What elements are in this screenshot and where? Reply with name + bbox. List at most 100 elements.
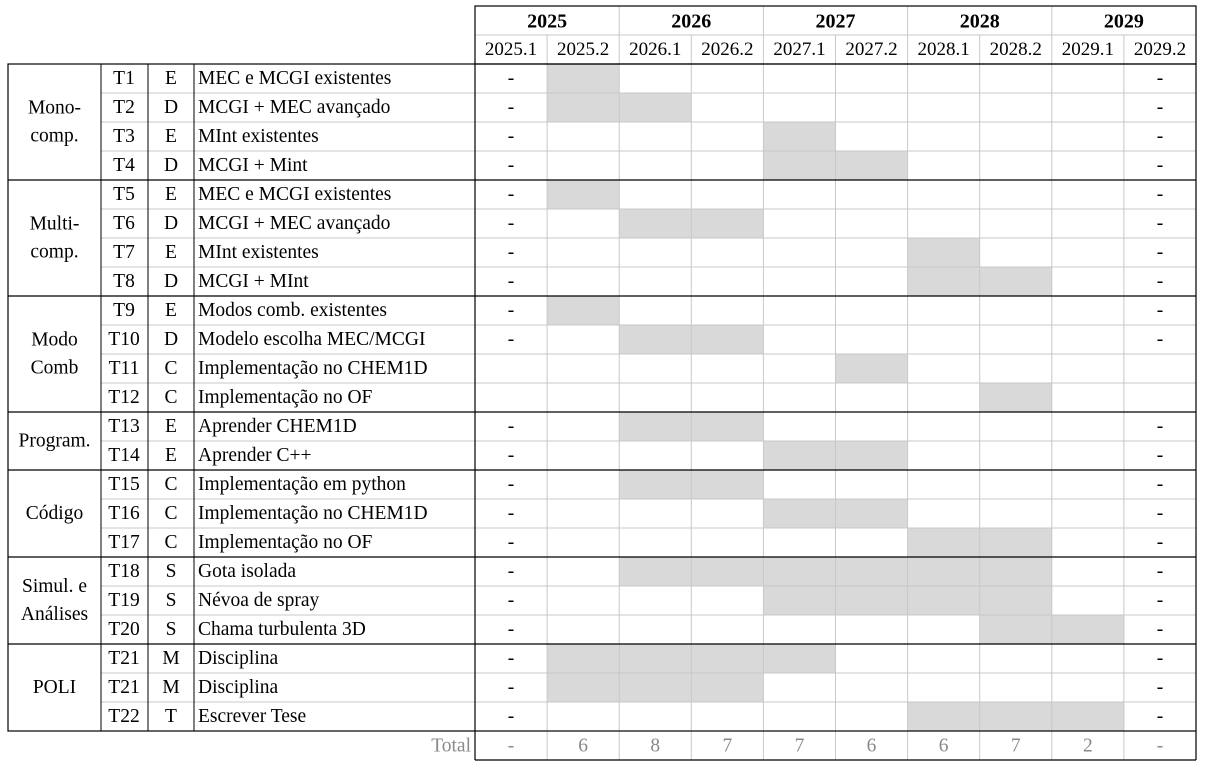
- task-id: T13: [108, 416, 139, 437]
- task-id: T9: [113, 300, 135, 321]
- task-name: MCGI + MEC avançado: [198, 97, 390, 118]
- task-name: Gota isolada: [198, 561, 296, 582]
- active-cell: [979, 586, 1052, 615]
- task-name: Implementação no CHEM1D: [198, 358, 428, 379]
- task-id: T8: [113, 271, 135, 292]
- task-id: T21: [108, 648, 139, 669]
- task-id: T5: [113, 184, 135, 205]
- last-semester-mark: -: [1157, 648, 1164, 669]
- active-cell: [619, 412, 692, 441]
- last-semester-mark: -: [1157, 271, 1164, 292]
- task-type: D: [164, 97, 178, 118]
- task-type: S: [166, 619, 177, 640]
- total-value: 6: [867, 736, 877, 757]
- active-cell: [619, 470, 692, 499]
- active-cell: [835, 354, 908, 383]
- task-name: Escrever Tese: [198, 706, 306, 727]
- task-type: E: [165, 416, 177, 437]
- task-type: M: [162, 677, 179, 698]
- task-name: MCGI + MInt: [198, 271, 309, 292]
- task-name: Disciplina: [198, 648, 278, 669]
- task-id: T11: [109, 358, 140, 379]
- task-type: T: [165, 706, 177, 727]
- task-name: Modelo escolha MEC/MCGI: [198, 329, 425, 350]
- task-id: T21: [108, 677, 139, 698]
- first-semester-mark: -: [508, 590, 515, 611]
- total-value: 7: [795, 736, 805, 757]
- last-semester-mark: -: [1157, 445, 1164, 466]
- last-semester-mark: -: [1157, 213, 1164, 234]
- active-cell: [763, 644, 836, 673]
- active-cell: [979, 615, 1052, 644]
- total-value: 7: [1011, 736, 1021, 757]
- total-value: -: [508, 736, 515, 757]
- active-cell: [763, 441, 836, 470]
- task-type: C: [164, 474, 177, 495]
- active-cell: [835, 499, 908, 528]
- active-cell: [547, 673, 620, 702]
- task-type: D: [164, 329, 178, 350]
- first-semester-mark: -: [508, 445, 515, 466]
- active-cell: [979, 557, 1052, 586]
- task-id: T18: [108, 561, 139, 582]
- first-semester-mark: -: [508, 184, 515, 205]
- first-semester-mark: -: [508, 619, 515, 640]
- task-type: M: [162, 648, 179, 669]
- semester-label: 2025.2: [557, 39, 609, 60]
- active-cell: [619, 673, 692, 702]
- last-semester-mark: -: [1157, 300, 1164, 321]
- task-id: T22: [108, 706, 139, 727]
- active-cell: [547, 64, 620, 93]
- active-cell: [691, 644, 764, 673]
- first-semester-mark: -: [508, 416, 515, 437]
- task-name: Névoa de spray: [198, 590, 320, 611]
- task-type: E: [165, 300, 177, 321]
- active-cell: [1051, 702, 1124, 731]
- task-id: T17: [108, 532, 140, 553]
- task-id: T14: [108, 445, 140, 466]
- last-semester-mark: -: [1157, 706, 1164, 727]
- last-semester-mark: -: [1157, 184, 1164, 205]
- active-cell: [763, 122, 836, 151]
- year-label: 2025: [527, 11, 567, 33]
- task-type: C: [164, 387, 177, 408]
- active-cell: [619, 644, 692, 673]
- last-semester-mark: -: [1157, 97, 1164, 118]
- first-semester-mark: -: [508, 271, 515, 292]
- total-value: 6: [939, 736, 949, 757]
- group-label: comp.: [30, 126, 78, 147]
- last-semester-mark: -: [1157, 590, 1164, 611]
- active-cell: [979, 528, 1052, 557]
- active-cell: [763, 586, 836, 615]
- active-cell: [691, 673, 764, 702]
- group-label: Análises: [21, 604, 88, 625]
- active-cell: [547, 180, 620, 209]
- last-semester-mark: -: [1157, 416, 1164, 437]
- semester-label: 2029.2: [1134, 39, 1186, 60]
- last-semester-mark: -: [1157, 68, 1164, 89]
- task-type: E: [165, 126, 177, 147]
- year-label: 2028: [960, 11, 1000, 33]
- task-type: D: [164, 155, 178, 176]
- active-cell: [907, 586, 980, 615]
- semester-label: 2026.1: [629, 39, 681, 60]
- first-semester-mark: -: [508, 532, 515, 553]
- task-type: S: [166, 561, 177, 582]
- active-cell: [979, 267, 1052, 296]
- active-cell: [835, 441, 908, 470]
- first-semester-mark: -: [508, 706, 515, 727]
- task-type: E: [165, 184, 177, 205]
- active-cell: [835, 586, 908, 615]
- task-name: MCGI + Mint: [198, 155, 308, 176]
- task-name: Disciplina: [198, 677, 278, 698]
- first-semester-mark: -: [508, 561, 515, 582]
- task-name: MInt existentes: [198, 242, 319, 263]
- group-label: POLI: [33, 677, 76, 698]
- task-id: T1: [113, 68, 135, 89]
- group-label: Simul. e: [22, 576, 87, 597]
- task-name: MInt existentes: [198, 126, 319, 147]
- last-semester-mark: -: [1157, 329, 1164, 350]
- semester-label: 2027.2: [845, 39, 897, 60]
- total-value: -: [1157, 736, 1164, 757]
